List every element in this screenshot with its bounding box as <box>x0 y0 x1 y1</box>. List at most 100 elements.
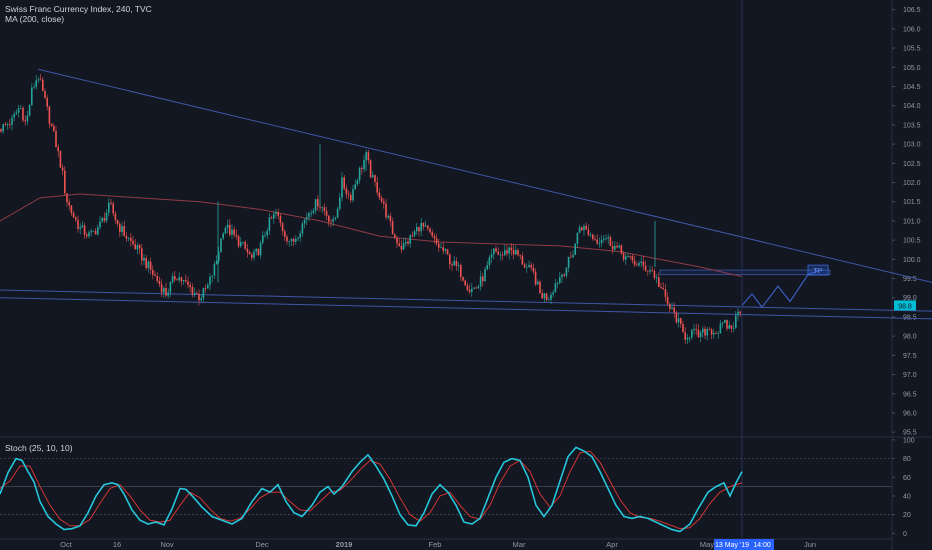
candle-body <box>618 245 620 248</box>
candle-body <box>400 246 403 250</box>
target-label-box <box>807 264 829 276</box>
candle-body <box>341 177 343 198</box>
stoch-axis-tick: 40 <box>903 493 911 500</box>
candle-body <box>180 277 183 282</box>
candle-body <box>389 215 392 222</box>
candle-body <box>724 319 726 323</box>
candle-body <box>94 230 97 235</box>
candle-body <box>526 266 528 268</box>
candle-body <box>565 267 568 276</box>
candle-body <box>708 329 711 330</box>
price-axis-tick: 104.5 <box>903 84 921 91</box>
candle-body <box>165 288 167 296</box>
candle-body <box>317 199 319 207</box>
candle-body <box>97 227 99 235</box>
candle-body <box>259 242 262 256</box>
candle-body <box>501 254 504 256</box>
candle-body <box>264 235 266 237</box>
candle-body <box>552 292 554 295</box>
candle-body <box>554 283 557 293</box>
candle-body <box>156 275 158 281</box>
candle-body <box>464 280 466 286</box>
candle-body <box>737 311 739 316</box>
candle-body <box>378 192 381 198</box>
candle-body <box>627 255 629 257</box>
candle-body <box>211 275 213 277</box>
candle-body <box>253 251 255 258</box>
candle-body <box>372 175 374 178</box>
candle-body <box>77 219 79 229</box>
candle-body <box>699 332 702 338</box>
candle-body <box>693 328 695 331</box>
candle-body <box>200 298 202 301</box>
candle-body <box>37 79 40 81</box>
candle-body <box>86 234 88 237</box>
candle-body <box>556 283 559 284</box>
projection-path <box>741 270 819 309</box>
time-axis-tick: Oct <box>60 540 73 549</box>
candle-body <box>638 262 640 266</box>
candle-body <box>125 235 128 239</box>
candle-body <box>497 251 499 255</box>
candle-body <box>706 329 708 336</box>
candle-body <box>279 215 282 223</box>
candle-body <box>662 287 664 290</box>
candle-body <box>658 277 660 288</box>
candle-body <box>24 120 26 122</box>
stoch-legend[interactable]: Stoch (25, 10, 10) <box>5 443 73 453</box>
candle-body <box>387 215 389 218</box>
candle-body <box>684 332 686 340</box>
price-axis-tick: 104.0 <box>903 103 921 110</box>
candle-body <box>81 225 84 228</box>
candle-body <box>336 208 339 218</box>
candle-body <box>651 270 653 272</box>
time-axis-tick: May <box>700 540 714 549</box>
candle-body <box>325 211 328 216</box>
ma-legend[interactable]: MA (200, close) <box>5 14 65 24</box>
candle-body <box>680 318 682 324</box>
stoch-axis-tick: 60 <box>903 475 911 482</box>
candle-body <box>686 337 689 340</box>
candle-body <box>178 277 180 281</box>
candle-body <box>620 245 623 254</box>
candle-body <box>44 91 46 98</box>
candle-body <box>545 293 548 301</box>
candle-body <box>55 130 57 148</box>
candle-body <box>688 337 691 339</box>
candle-body <box>592 234 594 240</box>
candle-body <box>145 257 147 268</box>
candle-body <box>697 329 700 338</box>
candle-body <box>587 229 590 236</box>
candle-body <box>380 197 383 202</box>
candle-body <box>402 243 405 250</box>
price-axis-tick: 103.5 <box>903 122 921 129</box>
candle-body <box>193 292 196 295</box>
candle-body <box>442 247 444 251</box>
candle-body <box>673 307 675 313</box>
candle-body <box>90 231 92 233</box>
price-axis-tick: 105.0 <box>903 65 921 72</box>
symbol-legend[interactable]: Swiss Franc Currency Index, 240, TVC <box>5 4 152 14</box>
candle-body <box>416 226 418 232</box>
candle-body <box>11 117 13 125</box>
candle-body <box>394 234 396 238</box>
candle-body <box>512 250 515 255</box>
candle-body <box>719 323 722 334</box>
candle-body <box>440 247 442 249</box>
candle-body <box>495 248 497 252</box>
candle-body <box>112 203 114 214</box>
candle-body <box>88 232 90 237</box>
candle-body <box>385 203 387 218</box>
candle-body <box>202 288 205 299</box>
candle-body <box>187 281 189 285</box>
candle-body <box>116 220 119 224</box>
candle-body <box>281 222 284 232</box>
cursor-date-badge <box>714 539 774 550</box>
candle-body <box>398 243 400 247</box>
candle-body <box>374 175 376 182</box>
candle-body <box>255 248 257 252</box>
candle-body <box>171 276 174 283</box>
candle-body <box>134 244 136 250</box>
candle-body <box>625 256 627 260</box>
